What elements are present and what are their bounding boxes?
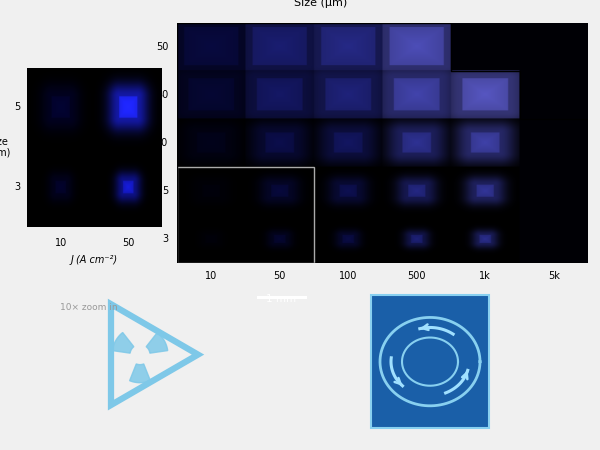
Text: J (A cm⁻²): J (A cm⁻²) [71,255,118,265]
Polygon shape [130,364,151,382]
Bar [177,167,314,263]
Text: 1 mm: 1 mm [266,294,296,304]
Text: 3: 3 [14,182,20,192]
Text: 5: 5 [162,186,169,196]
Polygon shape [112,333,134,353]
Text: 10: 10 [156,138,169,148]
Text: 1k: 1k [479,271,491,281]
Text: 10: 10 [205,271,217,281]
Text: 500: 500 [407,271,426,281]
Text: 50: 50 [274,271,286,281]
Text: 30: 30 [156,90,169,100]
Text: 10× zoom in: 10× zoom in [61,302,118,311]
Text: 5k: 5k [548,271,560,281]
Text: 10: 10 [55,238,67,248]
Text: Size (μm): Size (μm) [294,0,347,9]
Text: 5: 5 [14,103,20,112]
Polygon shape [146,333,168,353]
Text: 50: 50 [122,238,134,248]
Text: 50: 50 [156,41,169,52]
Bar [371,295,489,428]
Text: Size
(μm): Size (μm) [0,137,10,158]
Text: 100: 100 [339,271,358,281]
Text: 3: 3 [163,234,169,244]
